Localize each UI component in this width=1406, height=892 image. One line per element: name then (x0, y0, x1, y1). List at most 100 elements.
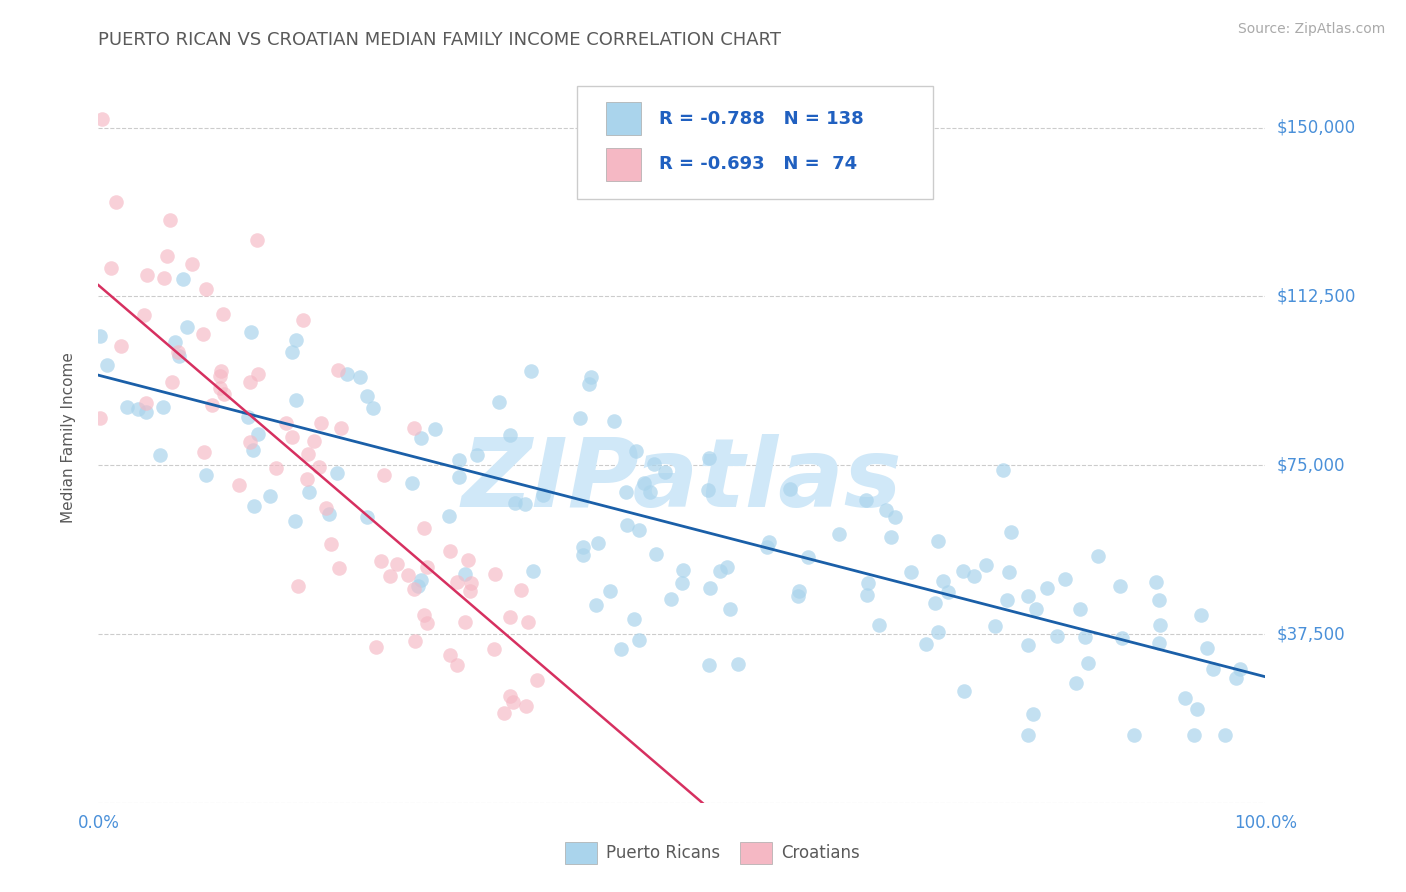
Point (100, 260, 122, 275)
Point (484, 641, 506, 656)
Point (309, 417, 332, 431)
Point (328, 560, 350, 574)
Point (194, 282, 217, 296)
Point (172, 272, 194, 286)
Point (401, 475, 423, 490)
Point (236, 410, 259, 425)
Point (616, 517, 638, 532)
Point (671, 576, 693, 591)
Point (974, 558, 997, 572)
Point (315, 500, 337, 515)
Point (302, 434, 325, 448)
Point (787, 584, 810, 599)
Point (209, 369, 232, 384)
Point (515, 698, 537, 713)
Point (927, 533, 949, 548)
Point (758, 535, 780, 549)
Point (284, 514, 307, 528)
Point (716, 559, 738, 574)
Point (984, 619, 1007, 633)
Point (437, 509, 460, 524)
Point (413, 521, 436, 535)
Point (633, 475, 655, 490)
Point (291, 313, 314, 327)
Point (1187, 702, 1209, 716)
Point (503, 496, 526, 510)
Point (855, 492, 877, 507)
Point (454, 566, 477, 581)
Point (517, 615, 540, 629)
Point (624, 443, 647, 458)
Point (697, 657, 720, 672)
Text: Source: ZipAtlas.com: Source: ZipAtlas.com (1237, 22, 1385, 37)
Point (599, 583, 621, 598)
Point (502, 695, 524, 709)
Point (779, 482, 801, 496)
Point (1017, 590, 1039, 604)
Point (373, 467, 395, 482)
Point (416, 559, 439, 574)
Point (446, 574, 468, 589)
Point (498, 689, 520, 703)
Point (247, 426, 270, 441)
Point (356, 510, 378, 524)
Point (697, 483, 720, 497)
Point (195, 468, 218, 483)
Point (1213, 728, 1236, 742)
Point (378, 569, 401, 583)
Point (1017, 728, 1039, 742)
Point (586, 536, 609, 550)
Point (1087, 549, 1109, 564)
Point (319, 537, 342, 551)
Point (1054, 572, 1077, 586)
Point (1036, 581, 1059, 595)
Point (856, 575, 879, 590)
Bar (565, 841, 596, 863)
Point (1202, 663, 1225, 677)
Point (880, 530, 903, 544)
Point (336, 368, 359, 382)
Point (460, 583, 482, 598)
Point (1174, 690, 1197, 705)
Point (697, 450, 720, 465)
Point (1144, 575, 1167, 590)
Point (297, 473, 319, 487)
Point (240, 326, 263, 340)
Bar (606, 148, 641, 181)
Point (423, 422, 446, 436)
Point (519, 364, 541, 378)
Point (264, 461, 287, 475)
Point (298, 485, 321, 500)
Point (287, 579, 309, 593)
Point (308, 460, 330, 475)
Point (454, 615, 477, 629)
Point (654, 466, 676, 480)
Point (396, 568, 419, 582)
Point (212, 386, 235, 401)
Point (952, 564, 974, 578)
Point (875, 503, 897, 517)
Point (727, 657, 749, 672)
Point (1122, 728, 1144, 742)
Point (361, 401, 384, 416)
Point (191, 326, 214, 341)
Point (963, 569, 986, 583)
Text: ZIPatlas: ZIPatlas (461, 434, 903, 527)
Text: PUERTO RICAN VS CROATIAN MEDIAN FAMILY INCOME CORRELATION CHART: PUERTO RICAN VS CROATIAN MEDIAN FAMILY I… (98, 31, 782, 49)
Point (991, 462, 1014, 476)
Point (276, 417, 298, 431)
Point (931, 574, 953, 588)
Point (326, 466, 349, 480)
Point (1046, 629, 1069, 643)
Point (297, 447, 319, 461)
Point (522, 565, 544, 579)
Point (91, 112, 114, 126)
Point (181, 257, 204, 271)
Y-axis label: Median Family Income: Median Family Income (62, 351, 76, 523)
Bar (741, 841, 772, 863)
Point (404, 634, 426, 648)
Point (1069, 601, 1091, 615)
Point (212, 307, 235, 321)
Point (531, 488, 554, 502)
Text: $112,500: $112,500 (1277, 287, 1355, 305)
